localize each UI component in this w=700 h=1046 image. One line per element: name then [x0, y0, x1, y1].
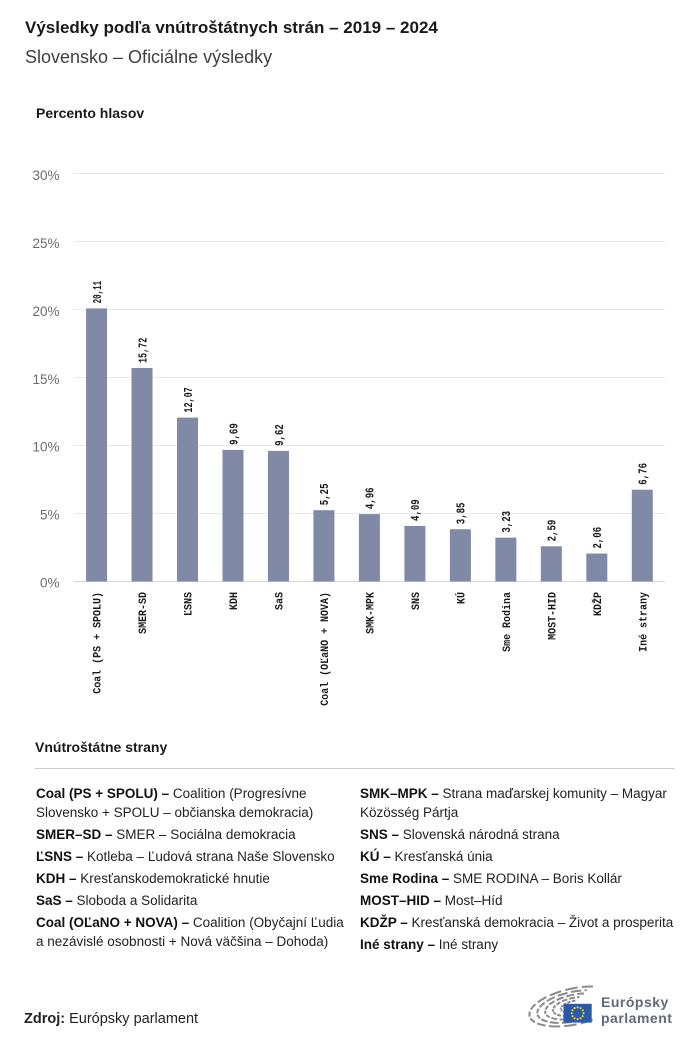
svg-text:SNS: SNS	[411, 592, 423, 610]
svg-text:10%: 10%	[32, 440, 59, 455]
svg-text:0%: 0%	[40, 576, 60, 591]
svg-text:3,23: 3,23	[500, 511, 514, 533]
svg-text:Iné strany: Iné strany	[638, 592, 650, 652]
svg-text:20%: 20%	[32, 304, 59, 319]
svg-text:ĽSNS: ĽSNS	[184, 592, 196, 616]
svg-text:25%: 25%	[32, 236, 59, 251]
svg-text:15%: 15%	[32, 372, 59, 387]
svg-text:20,11: 20,11	[91, 281, 105, 304]
svg-text:9,62: 9,62	[273, 424, 287, 446]
svg-text:5%: 5%	[40, 508, 60, 523]
svg-text:SMER-SD: SMER-SD	[138, 592, 150, 634]
svg-text:30%: 30%	[32, 168, 59, 183]
svg-text:5,25: 5,25	[318, 484, 332, 506]
svg-text:SaS: SaS	[275, 592, 287, 610]
svg-text:Coal (OĽaNO + NOVA): Coal (OĽaNO + NOVA)	[320, 592, 332, 706]
svg-text:9,69: 9,69	[227, 423, 241, 445]
svg-text:2,59: 2,59	[546, 520, 560, 542]
svg-text:Sme Rodina: Sme Rodina	[502, 592, 514, 652]
svg-text:KDH: KDH	[229, 592, 241, 610]
svg-text:2,06: 2,06	[591, 527, 605, 549]
svg-text:MOST-HID: MOST-HID	[547, 592, 559, 640]
svg-text:KÚ: KÚ	[454, 592, 468, 604]
svg-text:KDŽP: KDŽP	[591, 592, 605, 616]
svg-text:SMK-MPK: SMK-MPK	[366, 592, 378, 634]
svg-text:15,72: 15,72	[136, 338, 150, 363]
svg-text:4,96: 4,96	[364, 487, 378, 509]
svg-text:3,85: 3,85	[455, 503, 469, 525]
svg-text:Coal (PS + SPOLU): Coal (PS + SPOLU)	[93, 592, 105, 694]
svg-text:12,07: 12,07	[182, 387, 196, 412]
svg-text:4,09: 4,09	[409, 499, 423, 521]
svg-text:6,76: 6,76	[637, 463, 651, 485]
